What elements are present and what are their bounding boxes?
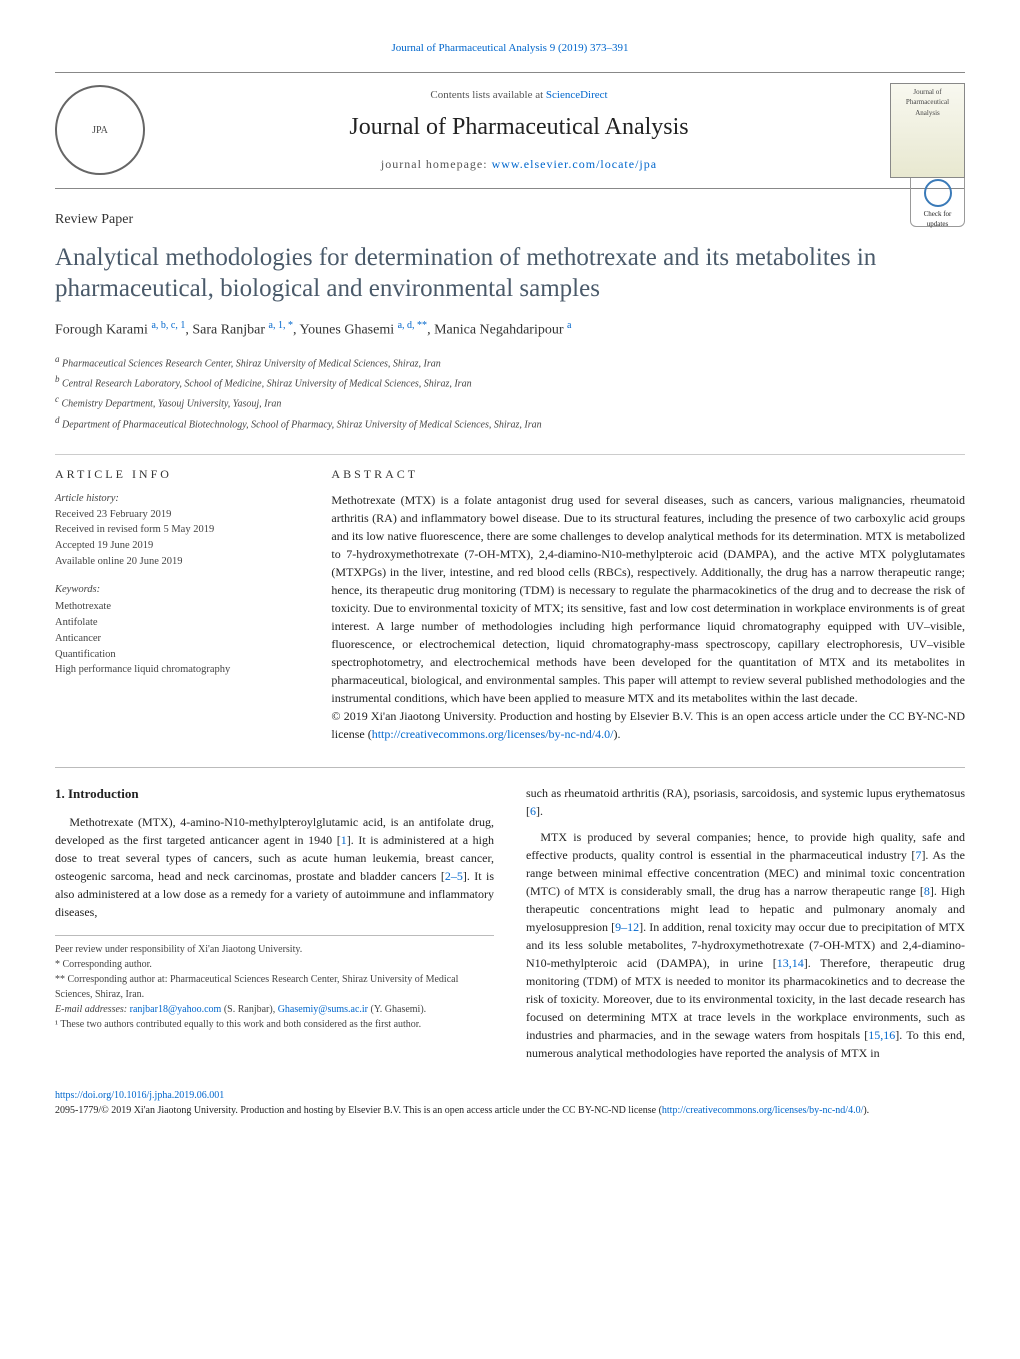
keyword-line: Anticancer [55,631,301,647]
affiliation-line: b Central Research Laboratory, School of… [55,373,965,391]
email-label: E-mail addresses: [55,1004,130,1015]
keyword-line: Methotrexate [55,599,301,615]
contents-line: Contents lists available at ScienceDirec… [160,87,878,104]
citation-ref[interactable]: 9–12 [615,920,639,934]
journal-cover-thumb: Journal of Pharmaceutical Analysis [890,83,965,178]
intro-para-2: MTX is produced by several companies; he… [526,828,965,1062]
citation-ref[interactable]: 7 [915,848,921,862]
issn-copyright: 2095-1779/© 2019 Xi'an Jiaotong Universi… [55,1105,662,1116]
abstract-body: Methotrexate (MTX) is a folate antagonis… [331,491,965,743]
affiliation-line: a Pharmaceutical Sciences Research Cente… [55,353,965,371]
body-columns: 1. Introduction Methotrexate (MTX), 4-am… [55,784,965,1070]
history-line: Received in revised form 5 May 2019 [55,522,301,538]
abstract-heading: ABSTRACT [331,465,965,483]
sciencedirect-link[interactable]: ScienceDirect [546,89,608,101]
body-left-col: 1. Introduction Methotrexate (MTX), 4-am… [55,784,494,1070]
article-history: Article history: Received 23 February 20… [55,491,301,678]
intro-para-1b: such as rheumatoid arthritis (RA), psori… [526,784,965,820]
cc-license-link[interactable]: http://creativecommons.org/licenses/by-n… [372,727,614,741]
doi-block: https://doi.org/10.1016/j.jpha.2019.06.0… [55,1088,965,1118]
homepage-label: journal homepage: [381,157,492,171]
citation-ref[interactable]: 13,14 [777,956,804,970]
journal-banner: JPA Contents lists available at ScienceD… [55,72,965,189]
intro-para-1: Methotrexate (MTX), 4-amino-N10-methylpt… [55,813,494,921]
journal-name: Journal of Pharmaceutical Analysis [160,109,878,145]
affiliations-block: a Pharmaceutical Sciences Research Cente… [55,353,965,432]
homepage-link[interactable]: www.elsevier.com/locate/jpa [492,157,658,171]
article-info-col: ARTICLE INFO Article history: Received 2… [55,465,301,743]
paper-title: Analytical methodologies for determinati… [55,242,965,305]
peer-review-note: Peer review under responsibility of Xi'a… [55,942,494,957]
citation-ref[interactable]: 1 [341,833,347,847]
journal-logo-icon: JPA [55,85,145,175]
updates-label: Check for updates [924,210,952,229]
doi-link[interactable]: https://doi.org/10.1016/j.jpha.2019.06.0… [55,1090,224,1101]
keyword-line: Antifolate [55,615,301,631]
email-name-2: (Y. Ghasemi). [371,1004,427,1015]
email-line: E-mail addresses: ranjbar18@yahoo.com (S… [55,1002,494,1017]
abstract-col: ABSTRACT Methotrexate (MTX) is a folate … [331,465,965,743]
history-label: Article history: [55,491,301,507]
info-abstract-row: ARTICLE INFO Article history: Received 2… [55,454,965,743]
author-contribution-note: ¹ These two authors contributed equally … [55,1017,494,1032]
cc-license-link-footer[interactable]: http://creativecommons.org/licenses/by-n… [662,1105,863,1116]
abstract-text: Methotrexate (MTX) is a folate antagonis… [331,493,965,705]
intro-heading: 1. Introduction [55,784,494,804]
history-line: Available online 20 June 2019 [55,554,301,570]
check-updates-badge[interactable]: Check for updates [910,172,965,227]
history-line: Received 23 February 2019 [55,507,301,523]
issn-tail: ). [863,1105,869,1116]
email-link-2[interactable]: Ghasemiy@sums.ac.ir [278,1004,368,1015]
citation-ref[interactable]: 6 [530,804,536,818]
keywords-label: Keywords: [55,582,301,598]
contents-label: Contents lists available at [430,89,545,101]
affiliation-line: c Chemistry Department, Yasouj Universit… [55,393,965,411]
journal-ref-link[interactable]: Journal of Pharmaceutical Analysis 9 (20… [55,40,965,57]
corresponding-note-1: * Corresponding author. [55,957,494,972]
corresponding-note-2: ** Corresponding author at: Pharmaceutic… [55,972,494,1002]
email-link-1[interactable]: ranjbar18@yahoo.com [130,1004,222,1015]
citation-ref[interactable]: 15,16 [868,1028,895,1042]
homepage-line: journal homepage: www.elsevier.com/locat… [160,155,878,173]
abstract-copyright-tail: ). [613,727,620,741]
banner-mid: Contents lists available at ScienceDirec… [160,87,878,174]
footnotes-block: Peer review under responsibility of Xi'a… [55,935,494,1032]
article-info-heading: ARTICLE INFO [55,465,301,483]
email-name-1: (S. Ranjbar), [224,1004,278,1015]
history-line: Accepted 19 June 2019 [55,538,301,554]
authors-line: Forough Karami a, b, c, 1, Sara Ranjbar … [55,318,965,341]
keyword-line: High performance liquid chromatography [55,662,301,678]
keyword-line: Quantification [55,647,301,663]
body-right-col: such as rheumatoid arthritis (RA), psori… [526,784,965,1070]
section-divider [55,767,965,768]
citation-ref[interactable]: 2–5 [445,869,463,883]
affiliation-line: d Department of Pharmaceutical Biotechno… [55,414,965,432]
paper-type-label: Review Paper [55,209,965,230]
updates-circle-icon [924,179,952,207]
citation-ref[interactable]: 8 [924,884,930,898]
